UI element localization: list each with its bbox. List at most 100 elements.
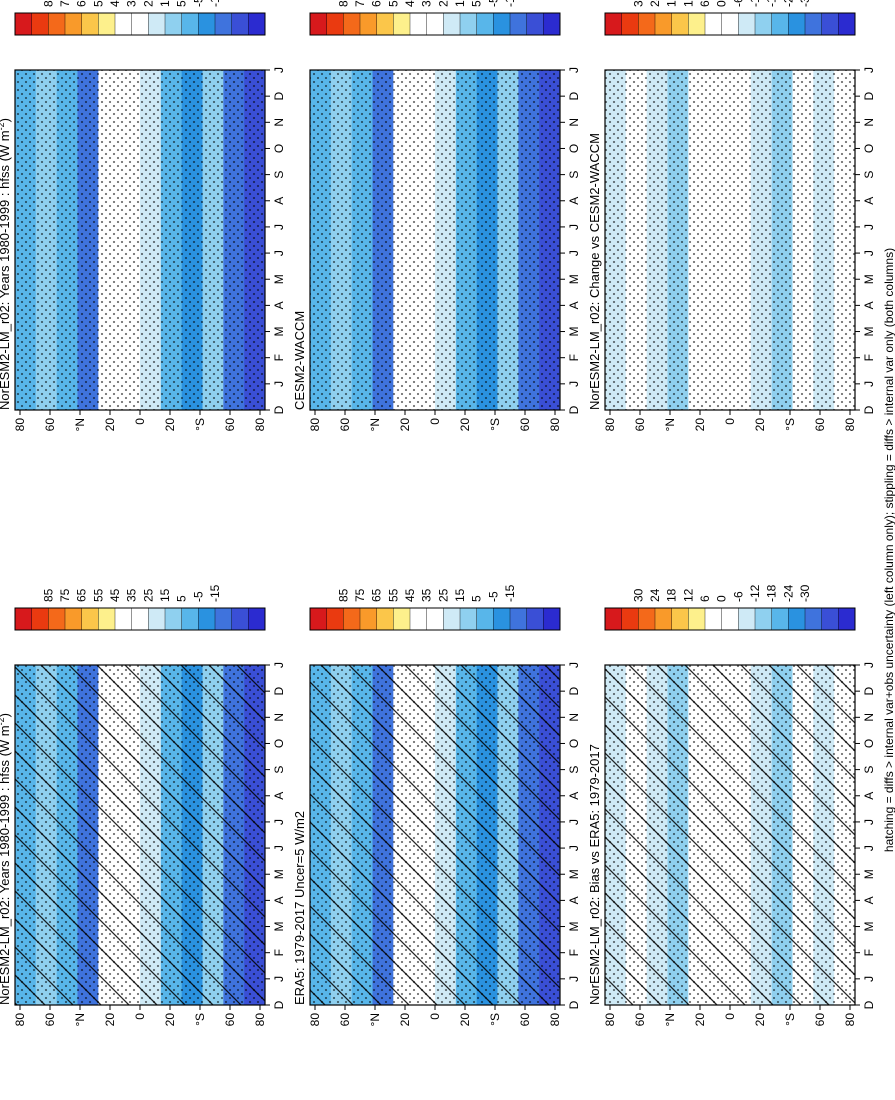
y-tick-label: °N: [368, 1013, 382, 1026]
panel-title: NorESM2-LM_r02: Years 1980-1999 : hfss (…: [0, 118, 12, 410]
colorbar-swatch: [754, 12, 773, 36]
y-tick-label: °S: [783, 1013, 797, 1026]
colorbar-swatch: [526, 12, 544, 36]
y-tick-label: °S: [193, 1013, 207, 1026]
stipple-overlay: [310, 70, 560, 410]
y-tick-label: 80: [13, 1013, 27, 1027]
x-tick-label: D: [862, 686, 876, 695]
colorbar-swatch: [621, 12, 639, 36]
colorbar-swatch: [181, 12, 199, 36]
colorbar-label: -5: [486, 591, 500, 602]
colorbar-label: -12: [748, 0, 762, 7]
x-tick-label: M: [567, 274, 581, 284]
y-tick-label: °N: [663, 1013, 677, 1026]
colorbar-swatch: [231, 12, 249, 36]
colorbar-label: 35: [420, 588, 434, 602]
colorbar-swatch: [459, 12, 478, 36]
colorbar-swatch: [393, 607, 411, 631]
colorbar-label: 5: [470, 0, 484, 7]
colorbar-label: 0: [715, 595, 729, 602]
colorbar-label: 45: [108, 0, 122, 7]
y-tick-label: 0: [723, 1013, 737, 1020]
x-tick-label: J: [567, 662, 581, 668]
colorbar-frame: [309, 12, 561, 36]
y-tick-label: °S: [488, 1013, 502, 1026]
y-tick-label: 0: [133, 1013, 147, 1020]
colorbar-swatch: [443, 607, 461, 631]
colorbar-swatch: [704, 607, 723, 631]
y-tick-label: 60: [518, 1013, 532, 1027]
y-tick-label: 60: [338, 418, 352, 432]
colorbar-label: 85: [41, 588, 55, 602]
colorbar-swatch: [476, 607, 494, 631]
x-tick-label: M: [567, 922, 581, 932]
x-tick-label: J: [272, 250, 286, 256]
colorbar-label: -30: [798, 584, 812, 602]
y-tick-label: 20: [753, 418, 767, 432]
colorbar-swatch: [654, 12, 673, 36]
colorbar-label: 6: [698, 595, 712, 602]
x-tick-label: J: [567, 67, 581, 73]
colorbar-label: 12: [681, 0, 695, 7]
colorbar-swatch: [359, 12, 378, 36]
x-tick-label: F: [272, 949, 286, 956]
colorbar-swatch: [214, 607, 233, 631]
colorbar-label: 15: [158, 588, 172, 602]
y-tick-label: 0: [428, 418, 442, 425]
colorbar-label: 55: [91, 588, 105, 602]
x-tick-label: A: [272, 792, 286, 800]
colorbar-swatch: [376, 607, 394, 631]
y-tick-label: 80: [253, 418, 267, 432]
colorbar-label: 55: [91, 0, 105, 7]
y-tick-label: 20: [753, 1013, 767, 1027]
y-tick-label: 80: [548, 1013, 562, 1027]
colorbar-label: 24: [648, 588, 662, 602]
x-tick-label: N: [567, 713, 581, 722]
y-tick-label: 80: [843, 1013, 857, 1027]
colorbar-swatch: [198, 607, 216, 631]
x-tick-label: J: [567, 976, 581, 982]
colorbar-swatch: [621, 607, 639, 631]
y-tick-label: 20: [693, 418, 707, 432]
colorbar-label: 15: [453, 0, 467, 7]
colorbar-label: 85: [336, 588, 350, 602]
colorbar-swatch: [721, 607, 739, 631]
x-tick-label: F: [567, 949, 581, 956]
panel-1: NorESM2-LM_r02: Years 1980-1999 : hfss (…: [0, 584, 286, 1026]
y-tick-label: 20: [163, 418, 177, 432]
colorbar-label: 35: [125, 0, 139, 7]
x-tick-label: D: [862, 91, 876, 100]
x-tick-label: D: [567, 686, 581, 695]
hatch-overlay: [605, 665, 855, 1005]
colorbar-swatch: [804, 607, 823, 631]
y-tick-label: 80: [603, 1013, 617, 1027]
colorbar-swatch: [409, 607, 428, 631]
colorbar-swatch: [48, 607, 66, 631]
colorbar-label: 5: [470, 595, 484, 602]
x-tick-label: D: [272, 1000, 286, 1009]
panel-title: NorESM2-LM_r02: Change vs CESM2-WACCM: [587, 133, 602, 410]
colorbar-swatch: [64, 607, 83, 631]
x-tick-label: M: [862, 327, 876, 337]
x-tick-label: J: [567, 250, 581, 256]
colorbar-label: 75: [58, 0, 72, 7]
panel-2: NorESM2-LM_r02: Years 1980-1999 : hfss (…: [0, 0, 286, 431]
colorbar-label: -18: [765, 584, 779, 602]
colorbar-swatch: [131, 12, 149, 36]
colorbar-label: 5: [175, 0, 189, 7]
y-tick-label: 80: [253, 1013, 267, 1027]
colorbar-swatch: [771, 12, 789, 36]
x-tick-label: M: [862, 869, 876, 879]
x-tick-label: A: [862, 301, 876, 309]
y-tick-label: 20: [458, 1013, 472, 1027]
colorbar-swatch: [359, 607, 378, 631]
x-tick-label: S: [862, 171, 876, 179]
colorbar-label: -30: [798, 0, 812, 7]
x-tick-label: M: [862, 922, 876, 932]
x-tick-label: D: [567, 91, 581, 100]
panel-4: CESM2-WACCM D J F M A M J J A S O N D J 80 60 °N 20 0 20 °S 60…: [292, 0, 581, 431]
colorbar-swatch: [804, 12, 823, 36]
x-tick-label: J: [567, 224, 581, 230]
colorbar-frame: [604, 607, 856, 631]
